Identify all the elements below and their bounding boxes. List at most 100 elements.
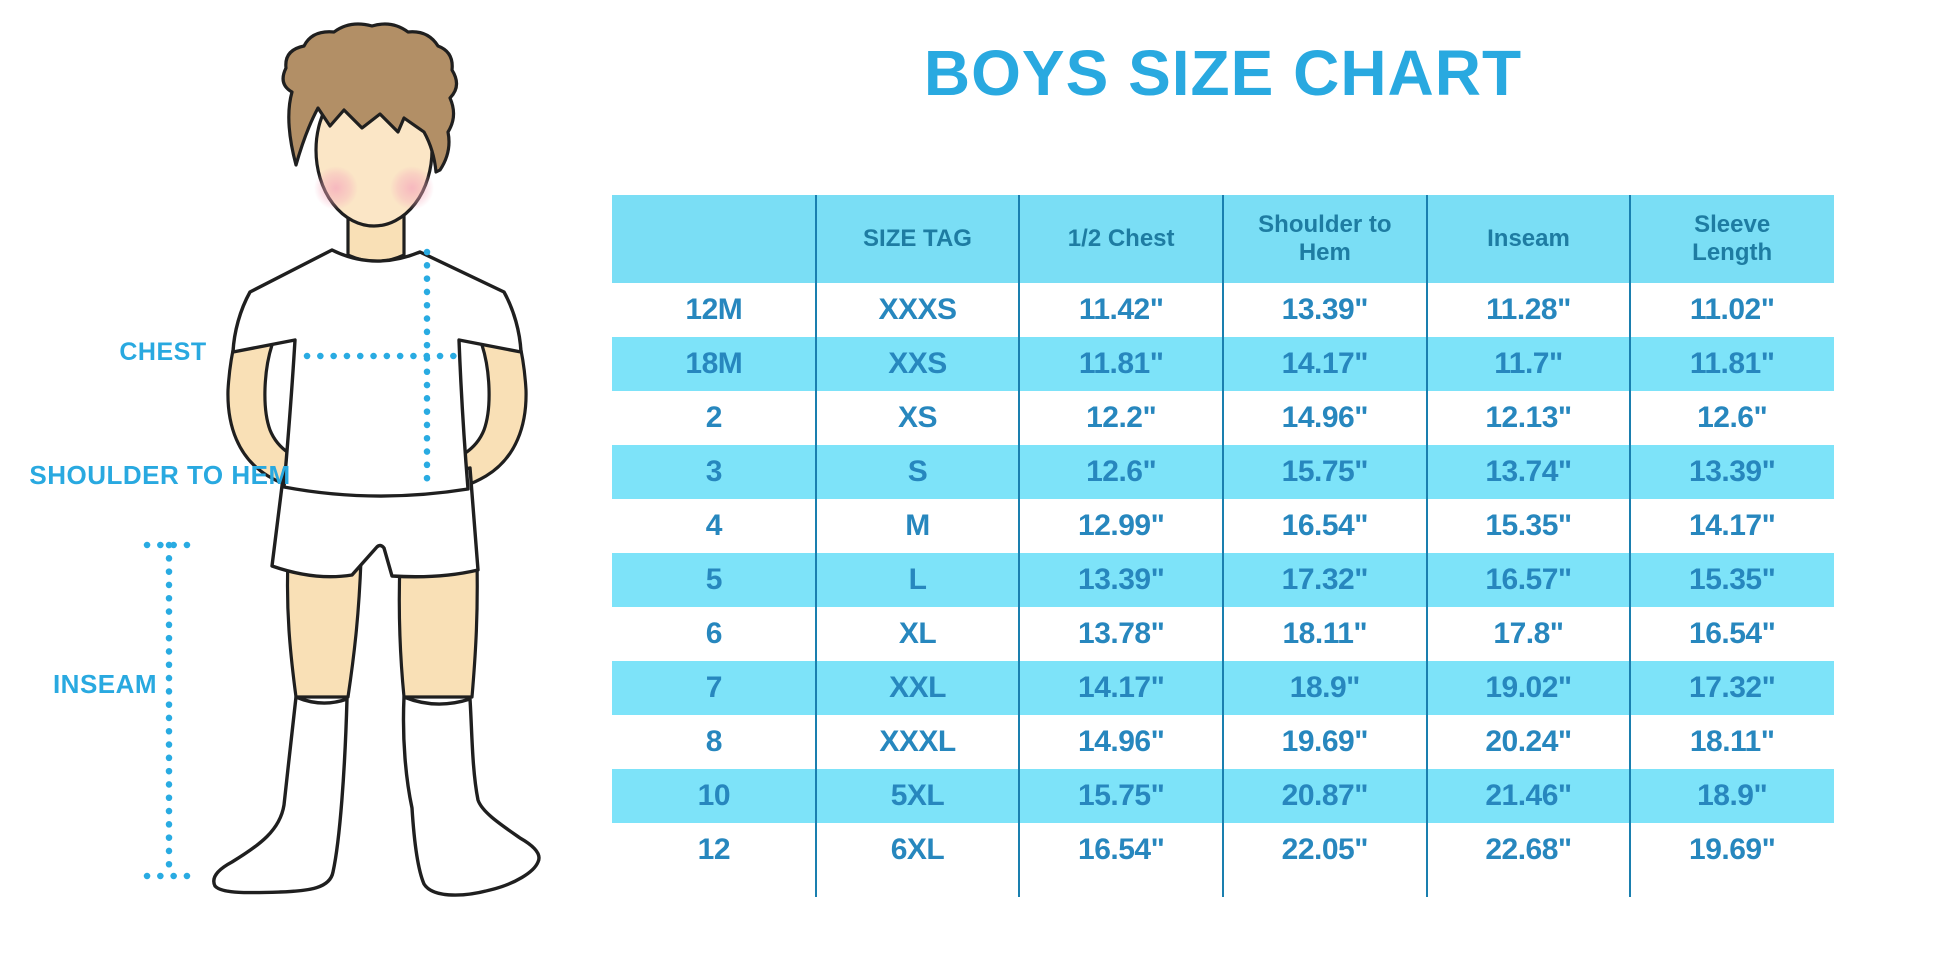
table-cell: 19.69" [1689, 833, 1776, 866]
table-cell: 19.69" [1281, 725, 1369, 758]
table-cell: 10 [697, 779, 731, 812]
table-header-cell: Sleeve Length [1692, 211, 1773, 266]
table-row: 12M XXXS 11.42" 13.39" 11.28" 11.02" [612, 283, 1834, 337]
table-cell: 22.68" [1485, 833, 1572, 866]
left-leg [285, 558, 363, 699]
table-cell: XXXL [879, 725, 956, 758]
table-cell: 12M [685, 293, 743, 326]
table-cell: 14.17" [1078, 671, 1165, 704]
table-cell: 19.02" [1485, 671, 1572, 704]
table-cell: 11.81" [1689, 347, 1775, 380]
table-cell: 18.9" [1697, 779, 1768, 812]
table-cell: 15.75" [1078, 779, 1165, 812]
table-cell: S [907, 455, 928, 488]
table-cell: 12.6" [1086, 455, 1157, 488]
table-row: 4 M 12.99" 16.54" 15.35" 14.17" [612, 499, 1834, 553]
table-cell: 13.39" [1078, 563, 1165, 596]
table-cell: 6 [705, 617, 723, 650]
table-row: 6 XL 13.78" 18.11" 17.8" 16.54" [612, 607, 1834, 661]
table-row: 2 XS 12.2" 14.96" 12.13" 12.6" [612, 391, 1834, 445]
table-header-cell: Shoulder to Hem [1258, 211, 1392, 266]
table-cell: 5XL [890, 779, 945, 812]
table-cell: 17.32" [1281, 563, 1369, 596]
table-header-row: SIZE TAG 1/2 Chest Shoulder to Hem Insea… [612, 195, 1834, 283]
table-cell: XS [897, 401, 938, 434]
table-cell: 11.42" [1078, 293, 1164, 326]
table-row: 8 XXXL 14.96" 19.69" 20.24" 18.11" [612, 715, 1834, 769]
table-cell: 17.8" [1493, 617, 1564, 650]
table-row: 5 L 13.39" 17.32" 16.57" 15.35" [612, 553, 1834, 607]
table-row: 10 5XL 15.75" 20.87" 21.46" 18.9" [612, 769, 1834, 823]
table-header-cell: 1/2 Chest [1067, 225, 1175, 253]
table-cell: 14.17" [1689, 509, 1776, 542]
table-cell: 15.35" [1689, 563, 1776, 596]
table-cell: 8 [705, 725, 723, 758]
hair [281, 22, 459, 174]
table-cell: XXL [889, 671, 946, 704]
table-cell: 7 [705, 671, 723, 704]
size-table-body: 12M XXXS 11.42" 13.39" 11.28" 11.02" 18M XXS 11.… [612, 283, 1834, 877]
table-row: 7 XXL 14.17" 18.9" 19.02" 17.32" [612, 661, 1834, 715]
table-cell: 14.17" [1281, 347, 1369, 380]
table-cell: 12 [697, 833, 731, 866]
shoulder-to-hem-label: SHOULDER TO HEM [29, 460, 291, 490]
table-cell: 2 [705, 401, 723, 434]
table-cell: 16.57" [1485, 563, 1572, 596]
table-cell: 14.96" [1281, 401, 1369, 434]
table-cell: 20.24" [1485, 725, 1572, 758]
chest-label: CHEST [119, 338, 207, 366]
table-cell: XXS [888, 347, 947, 380]
table-cell: 12.13" [1485, 401, 1572, 434]
table-cell: 18M [685, 347, 743, 380]
table-cell: 13.39" [1689, 455, 1776, 488]
blush-left [314, 166, 358, 210]
table-cell: M [905, 509, 930, 542]
table-header-cell: Inseam [1487, 225, 1570, 253]
table-cell: 12.2" [1086, 401, 1157, 434]
table-cell: 18.11" [1282, 617, 1368, 650]
table-cell: 15.35" [1485, 509, 1572, 542]
table-cell: 17.32" [1689, 671, 1776, 704]
table-cell: XL [898, 617, 937, 650]
table-cell: 18.11" [1689, 725, 1775, 758]
table-cell: 11.81" [1078, 347, 1164, 380]
table-cell: 13.78" [1078, 617, 1165, 650]
page-title: BOYS SIZE CHART [923, 37, 1523, 109]
table-cell: 14.96" [1078, 725, 1165, 758]
table-cell: 21.46" [1485, 779, 1572, 812]
table-header-cell: SIZE TAG [863, 225, 972, 253]
boy-measurement-diagram: CHEST SHOULDER TO HEM INSEAM [0, 0, 580, 973]
size-chart-table: SIZE TAG 1/2 Chest Shoulder to Hem Insea… [612, 195, 1834, 897]
table-cell: 11.28" [1486, 293, 1571, 326]
table-cell: L [908, 563, 927, 596]
t-shirt [231, 248, 523, 498]
table-cell: 16.54" [1281, 509, 1369, 542]
table-row: 12 6XL 16.54" 22.05" 22.68" 19.69" [612, 823, 1834, 877]
table-cell: 4 [705, 509, 723, 542]
table-cell: 12.99" [1078, 509, 1165, 542]
table-header-cell [612, 195, 816, 283]
table-cell: 12.6" [1697, 401, 1768, 434]
right-sock [401, 695, 541, 897]
table-cell: XXXS [878, 293, 957, 326]
boy-figure-illustration [143, 22, 541, 897]
table-cell: 13.39" [1281, 293, 1369, 326]
table-cell: 16.54" [1689, 617, 1776, 650]
table-row: 18M XXS 11.81" 14.17" 11.7" 11.81" [612, 337, 1834, 391]
left-sock [212, 695, 349, 895]
table-cell: 18.9" [1289, 671, 1361, 704]
table-cell: 5 [705, 563, 723, 596]
table-cell: 15.75" [1281, 455, 1369, 488]
table-row: 3 S 12.6" 15.75" 13.74" 13.39" [612, 445, 1834, 499]
table-cell: 13.74" [1485, 455, 1572, 488]
table-cell: 22.05" [1281, 833, 1369, 866]
blush-right [390, 166, 434, 210]
table-cell: 11.7" [1494, 347, 1563, 380]
table-cell: 3 [705, 455, 723, 488]
table-cell: 16.54" [1078, 833, 1165, 866]
right-leg [397, 560, 479, 699]
table-cell: 6XL [890, 833, 945, 866]
table-cell: 11.02" [1689, 293, 1775, 326]
table-cell: 20.87" [1281, 779, 1369, 812]
